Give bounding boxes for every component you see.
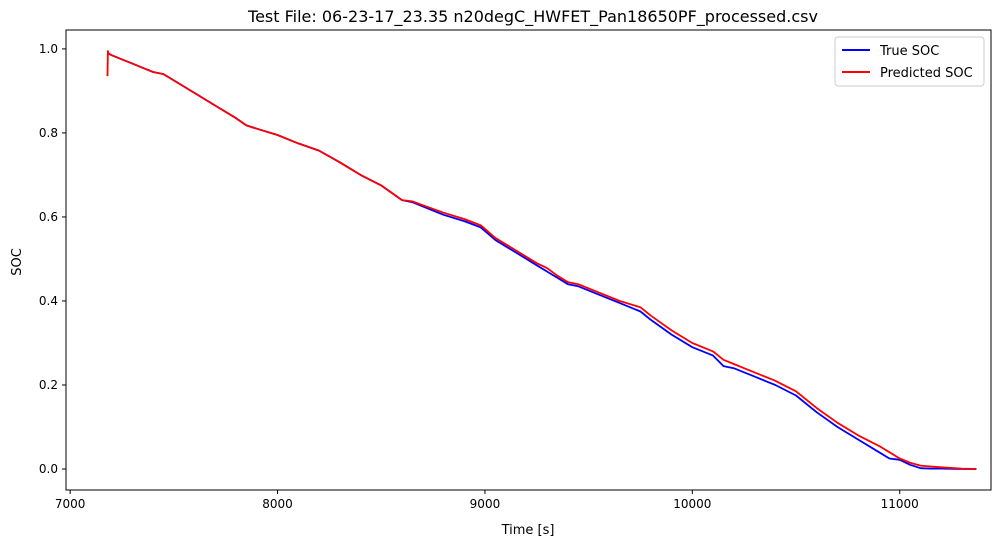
legend-box — [834, 36, 985, 87]
x-tick-label: 9000 — [470, 497, 501, 511]
x-tick-label: 7000 — [55, 497, 86, 511]
chart-title: Test File: 06-23-17_23.35 n20degC_HWFET_… — [247, 7, 818, 27]
plot-frame — [65, 29, 992, 491]
x-tick-label: 10000 — [673, 497, 711, 511]
y-tick-label: 0.2 — [39, 378, 58, 392]
series-layer — [106, 50, 977, 470]
legend: True SOC Predicted SOC — [834, 36, 985, 87]
y-tick-label: 0.8 — [39, 126, 58, 140]
y-tick-label: 0.0 — [39, 462, 58, 476]
x-tick-label: 11000 — [881, 497, 919, 511]
series-line-predicted-soc — [106, 50, 977, 470]
y-tick-label: 0.6 — [39, 210, 58, 224]
legend-label-predicted-soc: Predicted SOC — [880, 66, 973, 81]
plot-area — [65, 29, 992, 491]
x-axis-label: Time [s] — [501, 523, 555, 538]
y-axis-label: SOC — [10, 248, 25, 276]
legend-label-true-soc: True SOC — [879, 44, 939, 59]
axis-ticks: 7000 8000 9000 10000 11000 0.0 0.2 0.4 0.6 0.8 1.0 — [39, 42, 919, 511]
x-tick-label: 8000 — [262, 497, 293, 511]
y-tick-label: 0.4 — [39, 294, 58, 308]
y-tick-label: 1.0 — [39, 42, 58, 56]
series-line-true-soc — [107, 52, 977, 470]
